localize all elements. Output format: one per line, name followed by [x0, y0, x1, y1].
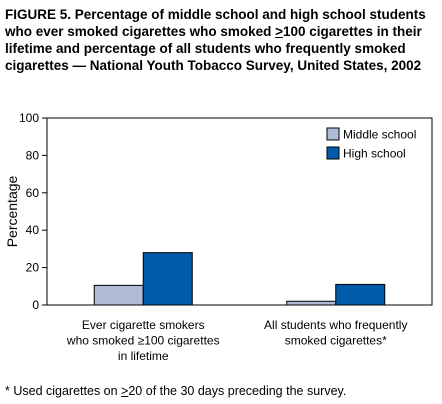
footnote-part1: Used cigarettes on: [9, 384, 122, 398]
y-axis-label: Percentage: [4, 175, 20, 247]
chart-legend: Middle school High school: [326, 127, 416, 161]
x-tick-label: All students who frequently smoked cigare…: [264, 318, 407, 348]
x-tick-label-line: All students who frequently: [264, 318, 407, 332]
footnote-part2: 20 of the 30 days preceding the survey.: [128, 384, 347, 398]
footnote: * Used cigarettes on >20 of the 30 days …: [5, 384, 346, 398]
x-tick-label-line: in lifetime: [118, 349, 169, 363]
x-tick-labels: Ever cigarette smokers who smoked ≥100 ci…: [66, 318, 408, 363]
y-tick-label: 0: [32, 298, 39, 312]
figure-title-part2: 100 cigarettes in their lifetime and per…: [5, 24, 422, 73]
chart-axes: 0 20 40 60 80 100 Percentage: [4, 111, 433, 312]
x-tick-label-line: Ever cigarette smokers: [82, 318, 205, 332]
y-tick-label: 20: [26, 261, 40, 275]
bar-middle-school: [93, 284, 144, 306]
y-tick-label: 40: [26, 223, 40, 237]
figure-title-ge-symbol: >: [275, 24, 283, 39]
legend-swatch-high-school: [326, 146, 340, 160]
legend-swatch-middle-school: [326, 127, 340, 141]
footnote-ge-symbol: >: [121, 384, 129, 398]
bar-chart: 0 20 40 60 80 100 Percentage Ever cigarette sm…: [4, 111, 433, 363]
x-tick-label-line: smoked cigarettes*: [285, 334, 387, 348]
figure-title: FIGURE 5. Percentage of middle school an…: [5, 6, 439, 74]
legend-label: High school: [343, 147, 406, 161]
bar-middle-school: [286, 300, 337, 306]
plot-frame: [46, 117, 433, 306]
bar-high-school: [142, 252, 193, 306]
x-tick-label: Ever cigarette smokers who smoked ≥100 ci…: [66, 318, 220, 363]
footnote-star: *: [5, 384, 10, 398]
chart-bars: [93, 252, 386, 306]
legend-label: Middle school: [343, 128, 416, 142]
bar-high-school: [335, 283, 386, 306]
y-tick-label: 80: [26, 148, 40, 162]
x-tick-label-line: who smoked ≥100 cigarettes: [66, 334, 220, 348]
y-tick-label: 60: [26, 186, 40, 200]
y-tick-label: 100: [19, 111, 39, 125]
figure-title-part1: FIGURE 5. Percentage of middle school an…: [5, 7, 426, 39]
